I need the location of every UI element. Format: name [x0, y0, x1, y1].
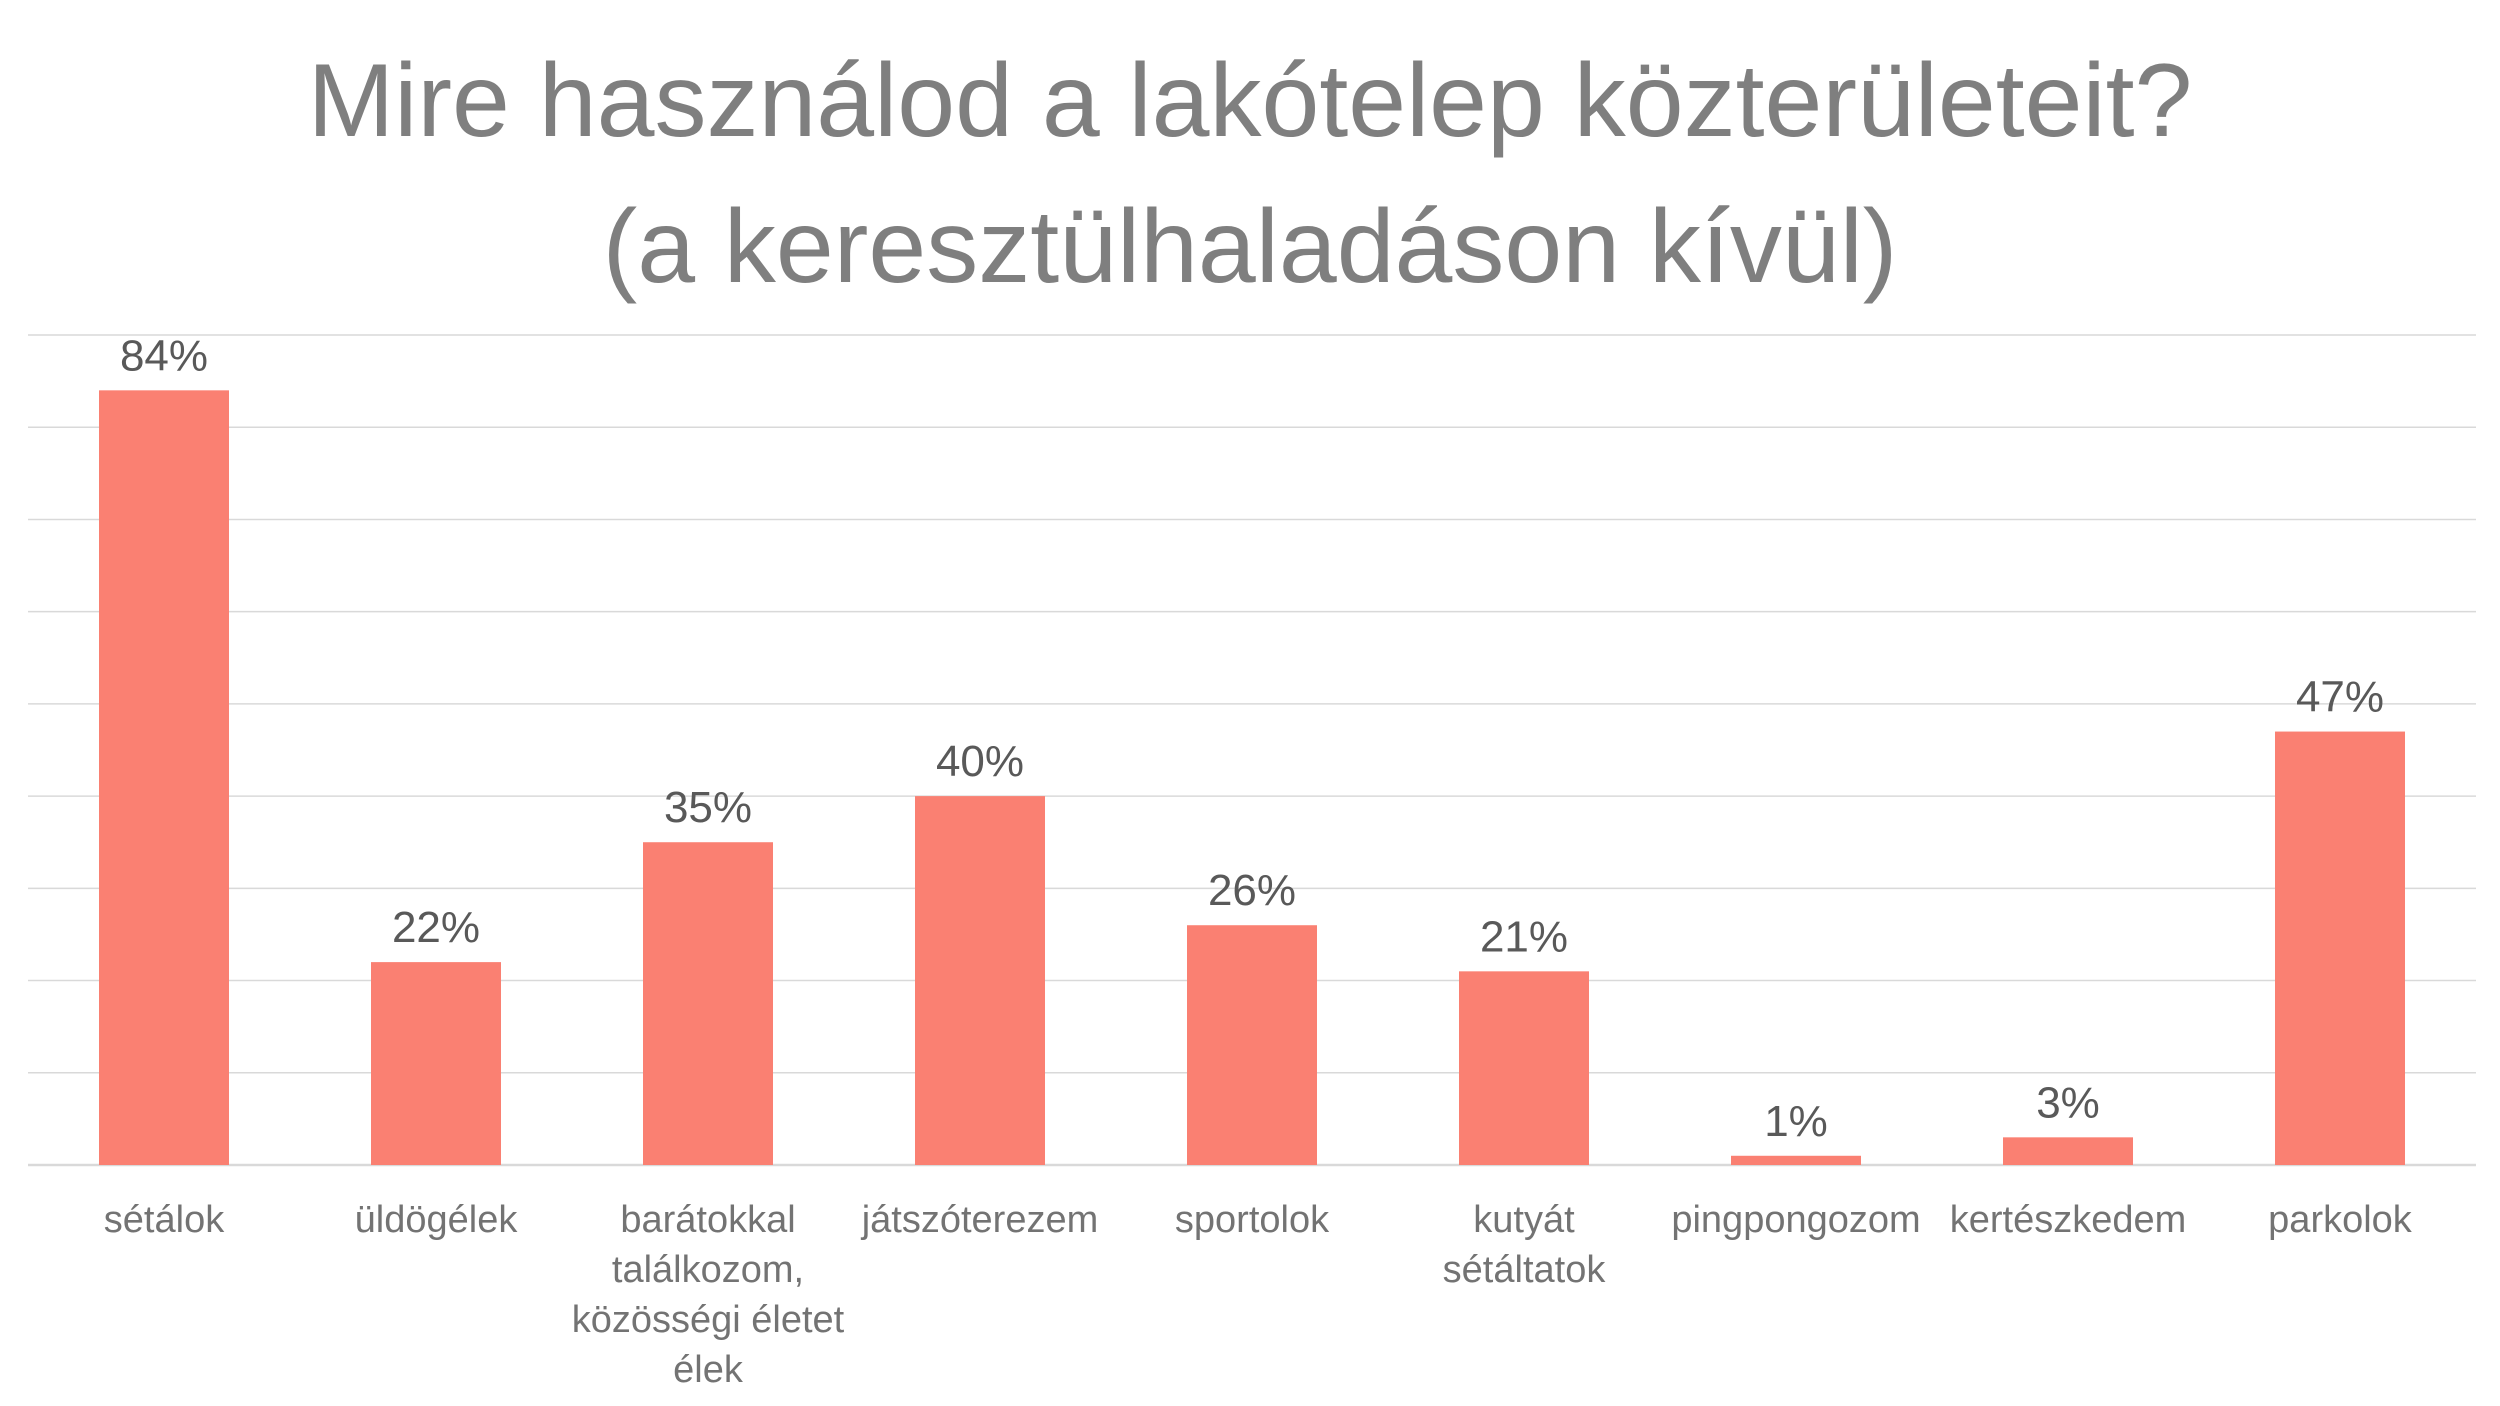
bar [371, 962, 501, 1165]
data-label: 26% [1208, 866, 1296, 915]
x-tick-label-line: barátokkal [620, 1199, 795, 1241]
bar [915, 796, 1045, 1165]
x-tick-label: sportolok [1175, 1199, 1330, 1241]
x-tick-label-line: élek [673, 1349, 744, 1391]
x-tick-label-line: sportolok [1175, 1199, 1330, 1241]
x-tick-label-line: kertészkedem [1950, 1199, 2187, 1241]
x-tick-label: sétálok [104, 1199, 225, 1241]
x-tick-label-line: sétáltatok [1443, 1249, 1607, 1291]
bar [1731, 1155, 1861, 1165]
x-tick-label-line: kutyát [1473, 1199, 1575, 1241]
x-tick-label: üldögélek [355, 1199, 519, 1241]
chart-title-line-2: (a keresztülhaladáson kívül) [602, 189, 1898, 305]
x-tick-label-line: közösségi életet [572, 1299, 845, 1341]
x-tick-label-line: üldögélek [355, 1199, 519, 1241]
x-tick-label: parkolok [2268, 1199, 2413, 1241]
data-label: 35% [664, 783, 752, 832]
data-label: 40% [936, 737, 1024, 786]
bar [2275, 731, 2405, 1165]
bar [1459, 971, 1589, 1165]
bars [99, 390, 2405, 1165]
x-tick-label: kutyát sétáltatok [1443, 1199, 1607, 1291]
x-tick-label: pingpongozom [1671, 1199, 1920, 1241]
data-label: 1% [1764, 1097, 1828, 1146]
data-label: 22% [392, 903, 480, 952]
bar [99, 390, 229, 1165]
x-tick-label-line: parkolok [2268, 1199, 2413, 1241]
data-label: 3% [2036, 1078, 2100, 1127]
x-tick-label-line: játszóterezem [861, 1199, 1099, 1241]
data-label: 47% [2296, 673, 2384, 722]
data-labels: 84% 22% 35% 40% 26% 21% 1% 3% 47% [120, 331, 2384, 1145]
x-tick-label: kertészkedem [1950, 1199, 2187, 1241]
data-label: 84% [120, 331, 208, 380]
x-tick-label-line: pingpongozom [1671, 1199, 1920, 1241]
bar [643, 842, 773, 1165]
bar [2003, 1137, 2133, 1165]
bar [1187, 925, 1317, 1165]
x-tick-label-line: sétálok [104, 1199, 225, 1241]
x-axis-tick-labels: sétálok üldögélek barátokkal találkozom, köz… [104, 1199, 2413, 1391]
chart-title-line-1: Mire használod a lakótelep közterületeit… [307, 43, 2193, 159]
x-tick-label: barátokkal találkozom, közösségi életet éle… [572, 1199, 845, 1391]
chart-title: Mire használod a lakótelep közterületeit… [0, 28, 2500, 320]
data-label: 21% [1480, 912, 1568, 961]
x-tick-label: játszóterezem [861, 1199, 1099, 1241]
x-tick-label-line: találkozom, [612, 1249, 804, 1291]
